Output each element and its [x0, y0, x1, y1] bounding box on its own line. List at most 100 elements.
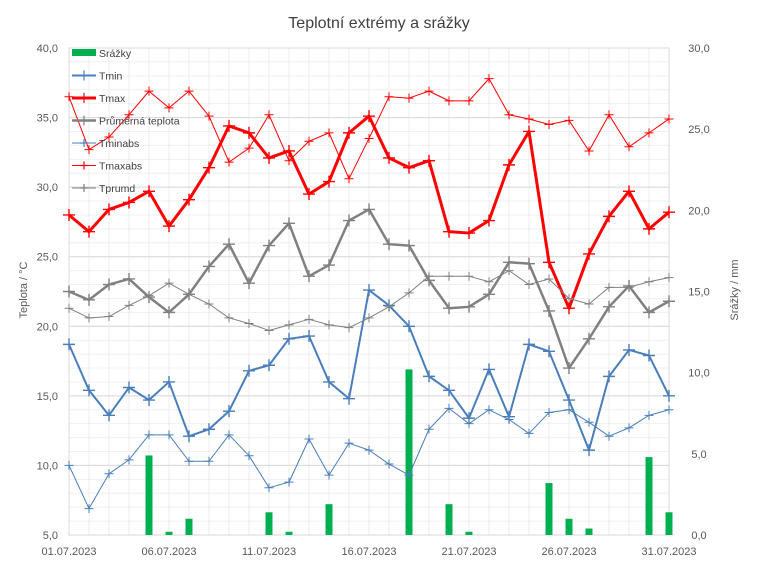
point-tmin: [603, 370, 615, 383]
y2-tick-label: 25,0: [688, 124, 709, 136]
point-tprumd: [284, 320, 294, 330]
point-tmax: [423, 154, 435, 167]
point-tprumd: [184, 289, 194, 299]
point-tmax: [323, 175, 335, 188]
point-tprumd: [84, 313, 94, 323]
point-tminabs: [104, 469, 114, 479]
point-tmaxabs: [484, 74, 494, 84]
point-tmaxabs: [384, 92, 394, 102]
point-tmax: [123, 196, 135, 209]
point-tmin: [143, 394, 155, 407]
point-pr-m-rn-teplota: [643, 306, 655, 319]
point-tmax: [203, 161, 215, 174]
point-tmaxabs: [164, 103, 174, 113]
y-tick-label: 40,0: [37, 43, 58, 55]
point-tmaxabs: [464, 96, 474, 106]
legend-label: Tmin: [99, 71, 122, 83]
y-axis-label: Teplota / °C: [18, 261, 30, 318]
point-tmin: [263, 359, 275, 372]
point-tminabs: [124, 455, 134, 465]
point-tmax: [223, 119, 235, 132]
point-pr-m-rn-teplota: [83, 293, 95, 306]
point-tmax: [383, 151, 395, 164]
point-tmin: [443, 384, 455, 397]
point-tmaxabs: [204, 111, 214, 121]
legend-item-tminabs: Tminabs: [72, 138, 139, 150]
legend-label: Průměrná teplota: [99, 116, 180, 128]
point-tminabs: [404, 470, 414, 480]
point-pr-m-rn-teplota: [243, 277, 255, 290]
x-tick-label: 06.07.2023: [141, 546, 196, 558]
point-tprumd: [124, 300, 134, 310]
bar-srazky: [325, 504, 333, 535]
point-tprumd: [244, 319, 254, 329]
legend-marker: [80, 184, 88, 192]
point-tmaxabs: [584, 146, 594, 156]
point-tmaxabs: [144, 86, 154, 96]
legend-item-tmaxabs: Tmaxabs: [72, 161, 142, 173]
point-tminabs: [604, 431, 614, 441]
point-pr-m-rn-teplota: [263, 239, 275, 252]
bar-srazky: [405, 369, 413, 535]
legend-label: Tprumd: [99, 183, 135, 195]
chart-title: Teplotní extrémy a srážky: [288, 15, 469, 32]
point-tminabs: [204, 456, 214, 466]
point-tprumd: [304, 314, 314, 324]
y2-tick-label: 10,0: [688, 368, 709, 380]
point-tminabs: [184, 456, 194, 466]
point-tmax: [563, 302, 575, 315]
point-tminabs: [444, 403, 454, 413]
point-tmax: [543, 256, 555, 269]
point-tmax: [163, 220, 175, 233]
point-pr-m-rn-teplota: [603, 300, 615, 313]
y2-tick-label: 15,0: [688, 287, 709, 299]
point-pr-m-rn-teplota: [483, 288, 495, 301]
point-tprumd: [364, 313, 374, 323]
point-tminabs: [644, 410, 654, 420]
point-tmaxabs: [564, 115, 574, 125]
point-pr-m-rn-teplota: [63, 285, 75, 298]
point-tmaxabs: [244, 143, 254, 153]
point-tmin: [83, 384, 95, 397]
point-tmax: [243, 126, 255, 139]
point-tprumd: [384, 302, 394, 312]
y2-tick-label: 0,0: [691, 530, 706, 542]
point-tmaxabs: [344, 174, 354, 184]
point-tmax: [583, 247, 595, 260]
point-tmin: [403, 320, 415, 333]
point-tmax: [503, 158, 515, 171]
point-tmaxabs: [224, 157, 234, 167]
point-tmax: [103, 203, 115, 216]
legend-item-tmax: Tmax: [72, 93, 126, 105]
point-tprumd: [504, 266, 514, 276]
y-tick-label: 25,0: [37, 252, 58, 264]
point-tminabs: [464, 419, 474, 429]
bar-srazky: [565, 518, 573, 535]
point-tmax: [643, 222, 655, 235]
x-tick-label: 16.07.2023: [341, 546, 396, 558]
y-tick-label: 10,0: [37, 460, 58, 472]
point-tminabs: [544, 408, 554, 418]
point-tmaxabs: [324, 128, 334, 138]
point-pr-m-rn-teplota: [383, 238, 395, 251]
legend-label: Tmax: [99, 93, 126, 105]
legend-swatch: [72, 49, 96, 56]
bar-srazky: [285, 531, 293, 535]
bar-srazky: [265, 512, 273, 535]
point-tmax: [663, 206, 675, 219]
point-pr-m-rn-teplota: [303, 270, 315, 283]
point-tmax: [263, 151, 275, 164]
point-tmin: [163, 375, 175, 388]
point-tminabs: [564, 405, 574, 415]
point-tprumd: [204, 299, 214, 309]
point-tminabs: [364, 445, 374, 455]
point-tminabs: [64, 460, 74, 470]
point-tmaxabs: [404, 93, 414, 103]
point-tmax: [623, 185, 635, 198]
point-tmaxabs: [644, 128, 654, 138]
point-tmax: [483, 214, 495, 227]
point-tminabs: [424, 424, 434, 434]
point-pr-m-rn-teplota: [443, 302, 455, 315]
x-tick-label: 31.07.2023: [641, 546, 696, 558]
